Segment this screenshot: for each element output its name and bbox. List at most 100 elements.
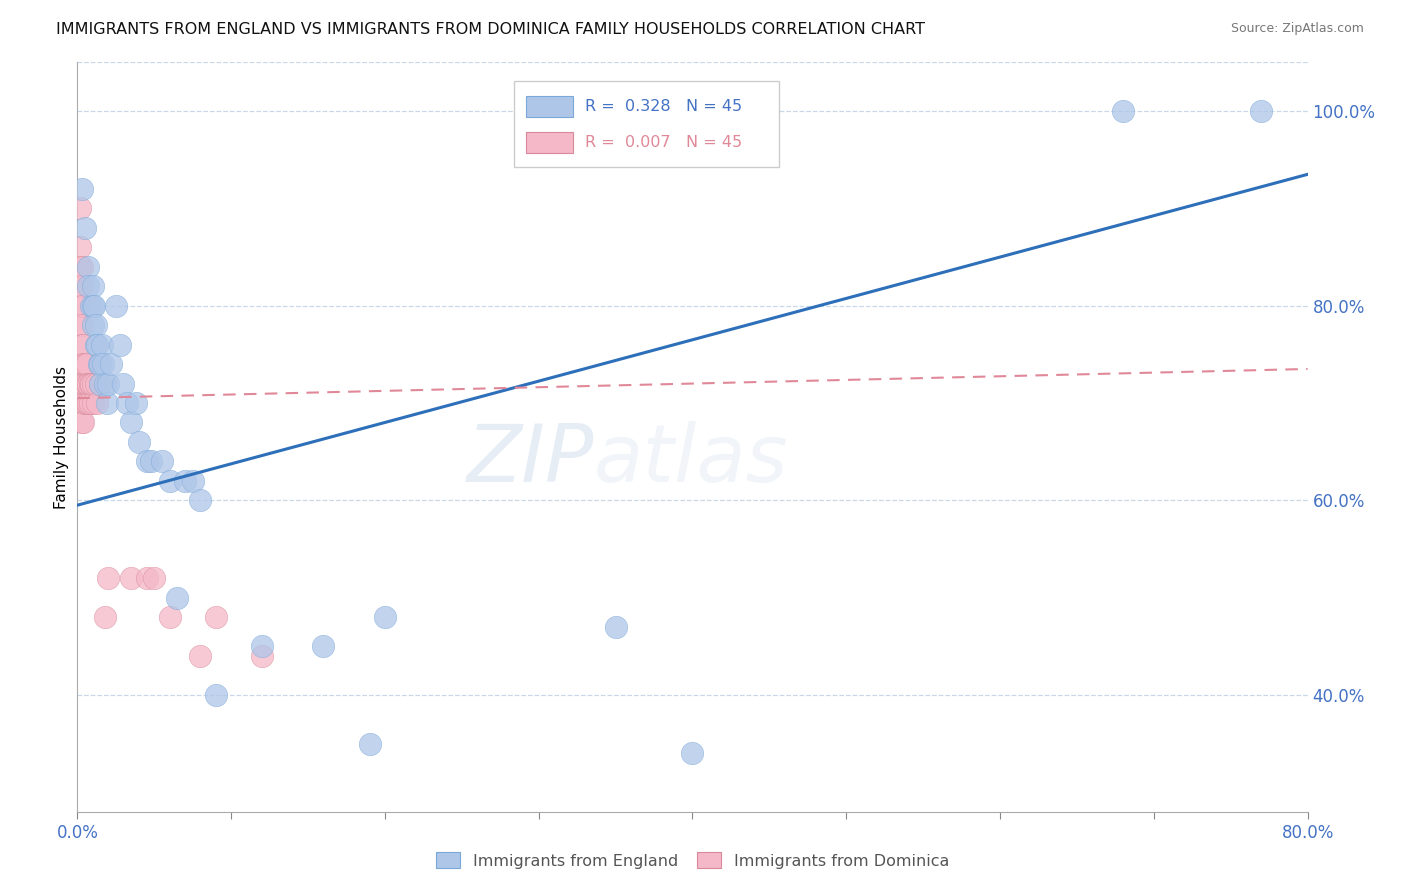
Point	[73, 396, 96, 410]
Point	[70, 279, 93, 293]
Text: Source: ZipAtlas.com: Source: ZipAtlas.com	[1230, 22, 1364, 36]
Point	[141, 454, 163, 468]
Point	[79, 396, 101, 410]
Point	[77, 279, 100, 293]
Point	[83, 299, 105, 313]
FancyBboxPatch shape	[526, 96, 574, 117]
Point	[70, 396, 93, 410]
Text: ZIP: ZIP	[467, 420, 595, 499]
Point	[77, 260, 100, 274]
Point	[159, 610, 181, 624]
Point	[174, 474, 197, 488]
Point	[72, 396, 94, 410]
Point	[135, 571, 157, 585]
Point	[166, 591, 188, 605]
Point	[77, 376, 100, 391]
Point	[89, 376, 111, 391]
Text: R =  0.007   N = 45: R = 0.007 N = 45	[585, 135, 742, 150]
Y-axis label: Family Households: Family Households	[53, 366, 69, 508]
Point	[82, 318, 104, 333]
Point	[94, 376, 117, 391]
Point	[181, 474, 204, 488]
Point	[204, 610, 226, 624]
Point	[135, 454, 157, 468]
Point	[82, 279, 104, 293]
Text: R =  0.328   N = 45: R = 0.328 N = 45	[585, 99, 742, 114]
Legend: Immigrants from England, Immigrants from Dominica: Immigrants from England, Immigrants from…	[429, 846, 956, 875]
Point	[89, 357, 111, 371]
Point	[1250, 104, 1272, 119]
Point	[69, 240, 91, 254]
Point	[86, 337, 108, 351]
Point	[72, 416, 94, 430]
Point	[100, 357, 122, 371]
Point	[374, 610, 396, 624]
Point	[150, 454, 173, 468]
FancyBboxPatch shape	[515, 81, 779, 168]
Point	[188, 648, 212, 663]
FancyBboxPatch shape	[526, 132, 574, 153]
Point	[93, 357, 115, 371]
Point	[70, 337, 93, 351]
Point	[80, 376, 103, 391]
Point	[94, 610, 117, 624]
Point	[120, 571, 142, 585]
Point	[250, 640, 273, 654]
Point	[312, 640, 335, 654]
Point	[70, 182, 93, 196]
Point	[97, 571, 120, 585]
Point	[69, 279, 91, 293]
Point	[359, 737, 381, 751]
Point	[97, 376, 120, 391]
Point	[72, 357, 94, 371]
Text: IMMIGRANTS FROM ENGLAND VS IMMIGRANTS FROM DOMINICA FAMILY HOUSEHOLDS CORRELATIO: IMMIGRANTS FROM ENGLAND VS IMMIGRANTS FR…	[56, 22, 925, 37]
Point	[80, 299, 103, 313]
Point	[250, 648, 273, 663]
Point	[70, 318, 93, 333]
Point	[115, 396, 138, 410]
Point	[159, 474, 181, 488]
Point	[104, 299, 127, 313]
Point	[1112, 104, 1135, 119]
Point	[73, 376, 96, 391]
Point	[76, 396, 98, 410]
Point	[69, 318, 91, 333]
Point	[112, 376, 135, 391]
Point	[76, 357, 98, 371]
Point	[143, 571, 166, 585]
Point	[82, 396, 104, 410]
Point	[89, 376, 111, 391]
Point	[90, 337, 114, 351]
Point	[70, 299, 93, 313]
Point	[72, 376, 94, 391]
Point	[87, 357, 110, 371]
Text: atlas: atlas	[595, 420, 789, 499]
Point	[82, 299, 104, 313]
Point	[69, 202, 91, 216]
Point	[70, 376, 93, 391]
Point	[128, 434, 150, 449]
Point	[70, 416, 93, 430]
Point	[84, 376, 107, 391]
Point	[605, 620, 627, 634]
Point	[72, 337, 94, 351]
Point	[77, 396, 100, 410]
Point	[120, 416, 142, 430]
Point	[84, 337, 107, 351]
Point	[73, 220, 96, 235]
Point	[125, 396, 148, 410]
Point	[110, 337, 132, 351]
Point	[79, 376, 101, 391]
Point	[69, 260, 91, 274]
Point	[96, 396, 118, 410]
Point	[76, 376, 98, 391]
Point	[70, 357, 93, 371]
Point	[188, 493, 212, 508]
Point	[70, 260, 93, 274]
Point	[86, 396, 108, 410]
Point	[84, 318, 107, 333]
Point	[82, 376, 104, 391]
Point	[73, 357, 96, 371]
Point	[204, 688, 226, 702]
Point	[682, 747, 704, 761]
